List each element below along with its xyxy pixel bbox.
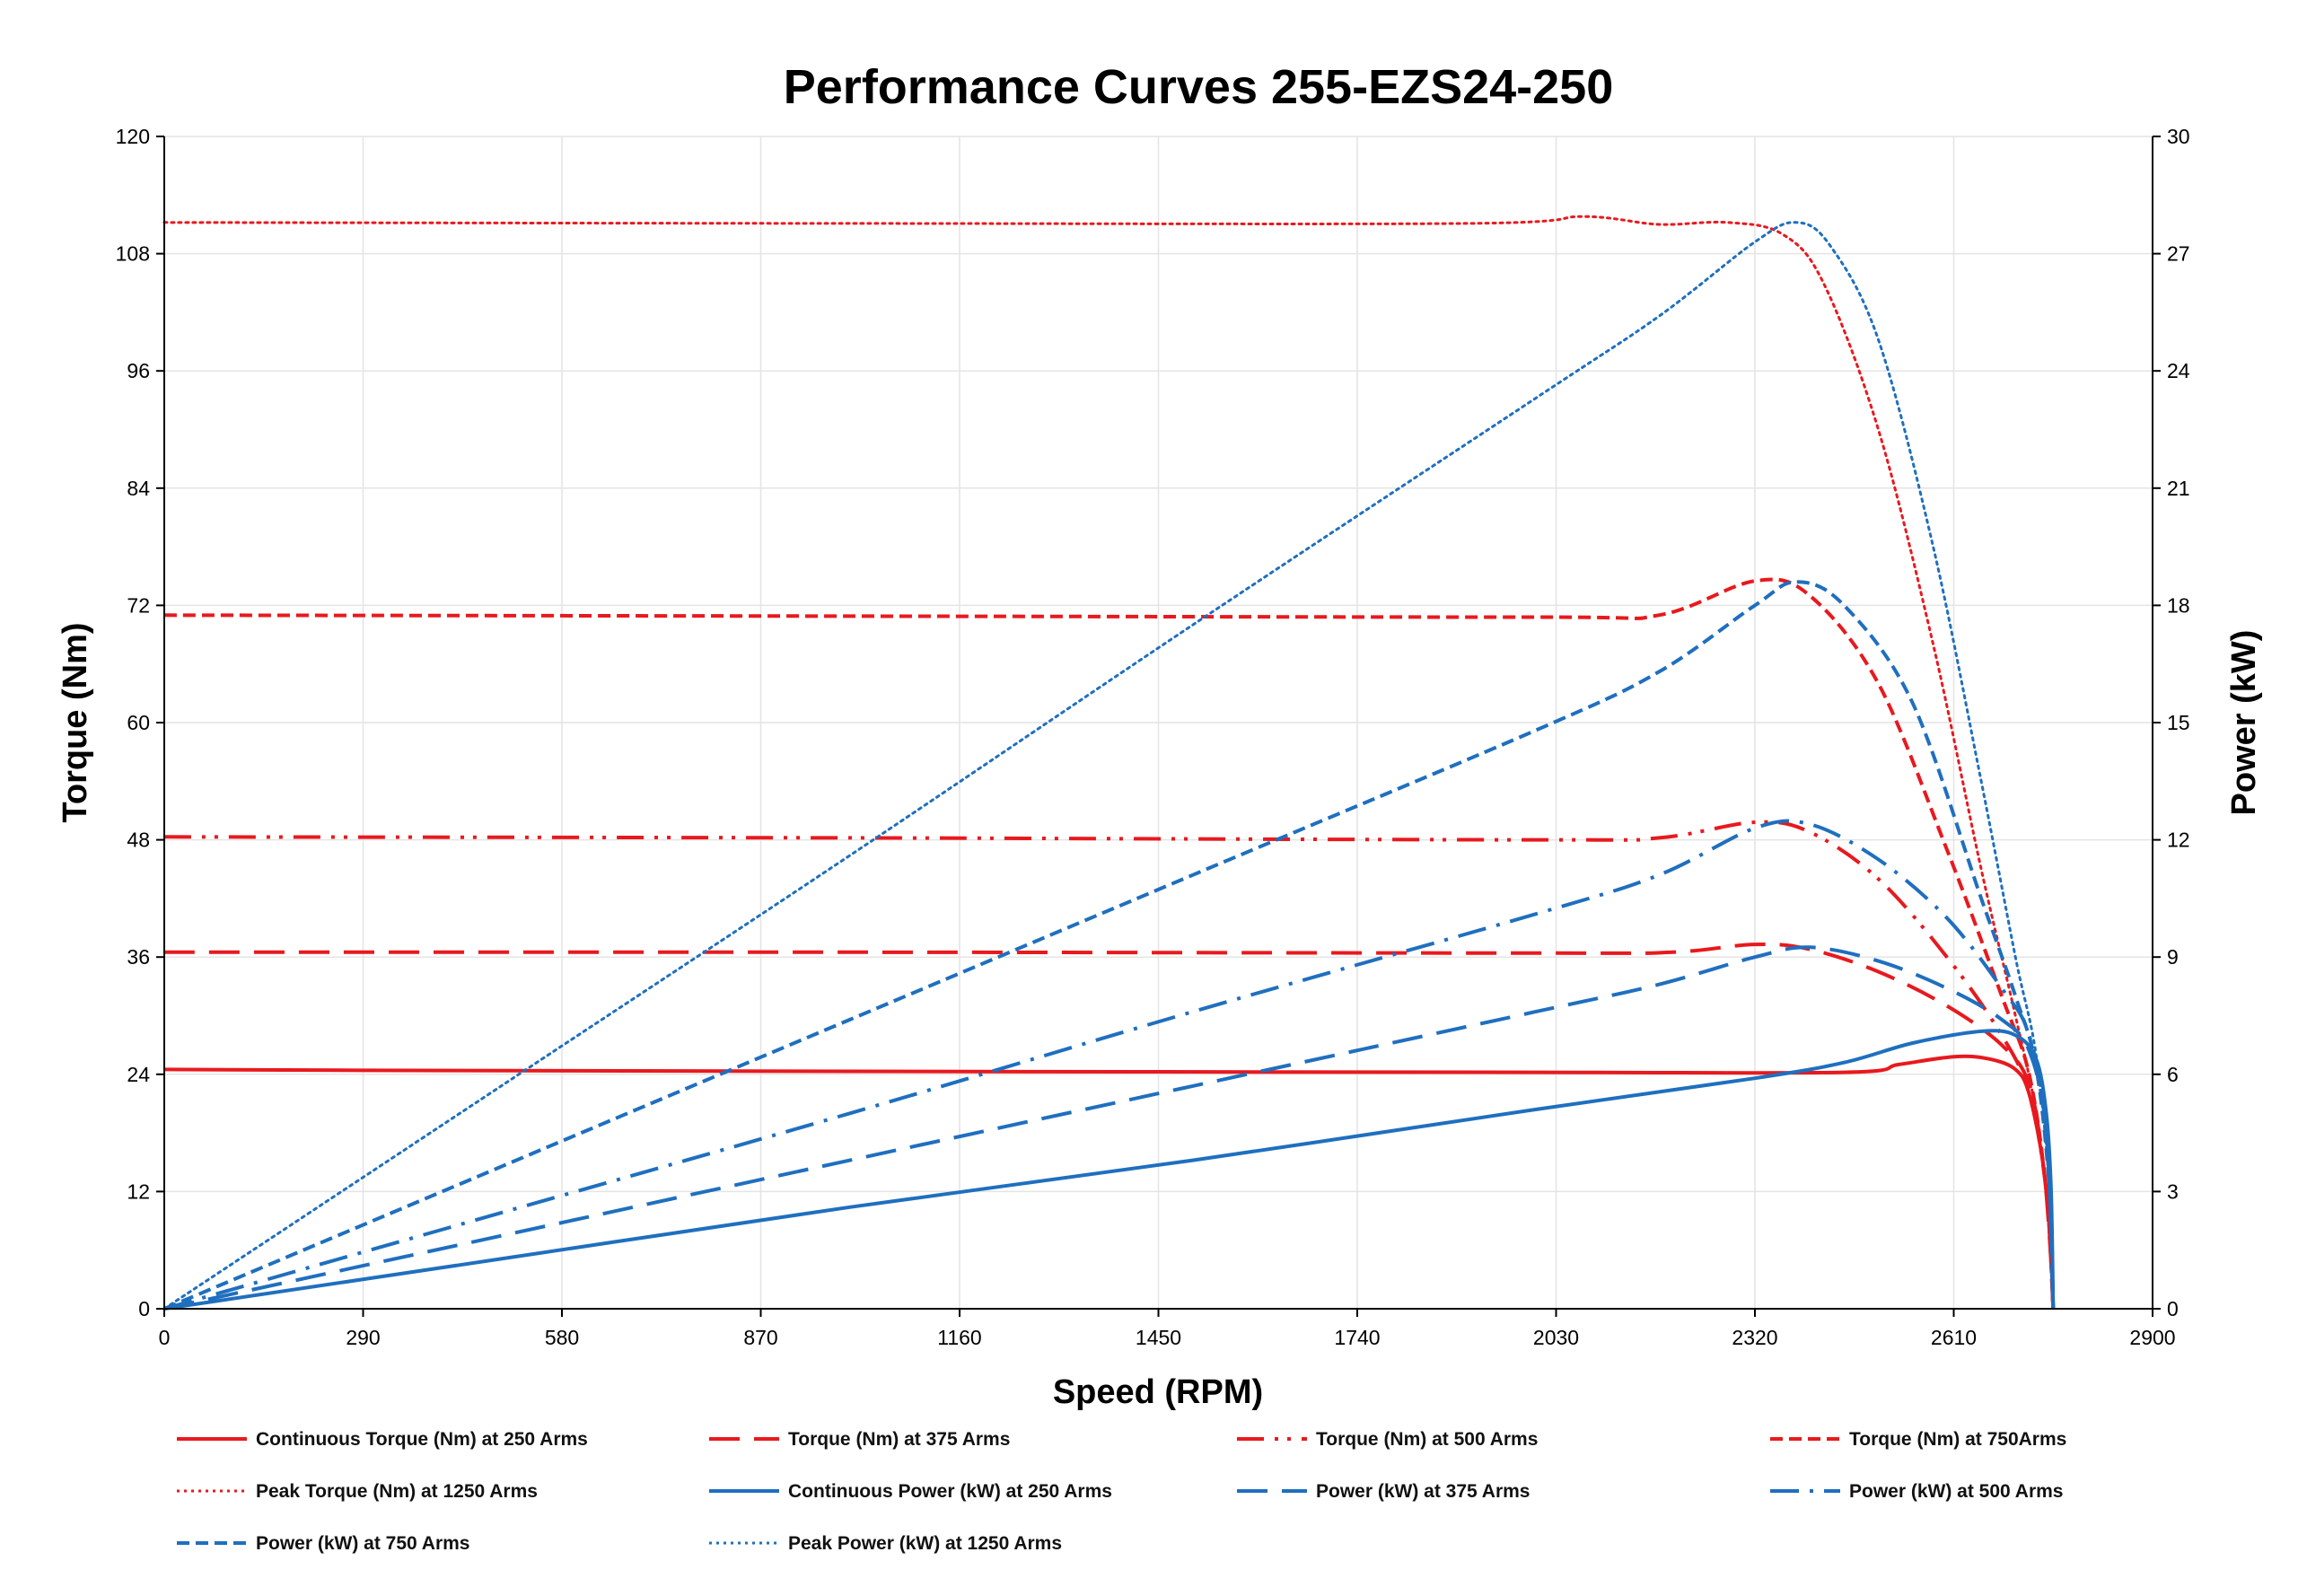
y2-tick-label: 15	[2167, 711, 2190, 734]
y2-tick-label: 3	[2167, 1179, 2179, 1203]
y-axis-title: Torque (Nm)	[57, 622, 94, 822]
y-tick-label: 0	[138, 1297, 150, 1320]
y-tick-label: 120	[116, 125, 150, 148]
y-tick-label: 60	[127, 711, 150, 734]
y2-tick-label: 24	[2167, 359, 2190, 382]
y2-tick-label: 18	[2167, 593, 2190, 617]
y-tick-label: 108	[116, 242, 150, 266]
y2-tick-label: 21	[2167, 477, 2190, 500]
y2-tick-label: 12	[2167, 829, 2190, 852]
legend-label-7: Power (kW) at 375 Arms	[1316, 1481, 1530, 1502]
x-tick-label: 2320	[1732, 1326, 1777, 1349]
y-tick-label: 12	[127, 1179, 150, 1203]
x-tick-label: 0	[159, 1326, 171, 1349]
x-tick-label: 2900	[2129, 1326, 2175, 1349]
legend-label-9: Power (kW) at 750 Arms	[256, 1533, 469, 1554]
legend-label-5: Peak Torque (Nm) at 1250 Arms	[256, 1481, 538, 1502]
y-tick-label: 96	[127, 359, 150, 382]
series-layer	[162, 215, 2056, 1311]
legend-label-1: Continuous Torque (Nm) at 250 Arms	[256, 1429, 588, 1450]
y2-tick-label: 27	[2167, 242, 2190, 266]
legend: Continuous Torque (Nm) at 250 Arms Torque…	[177, 1429, 2066, 1554]
x-tick-label: 2610	[1931, 1326, 1977, 1349]
legend-label-8: Power (kW) at 500 Arms	[1849, 1481, 2063, 1502]
x-tick-label: 580	[545, 1326, 579, 1349]
y2-tick-label: 6	[2167, 1063, 2179, 1086]
x-axis-title: Speed (RPM)	[1053, 1373, 1263, 1411]
y-tick-label: 24	[127, 1063, 150, 1086]
y-tick-label: 36	[127, 945, 150, 969]
x-tick-label: 1160	[937, 1326, 981, 1349]
x-tick-label: 870	[743, 1326, 777, 1349]
legend-label-6: Continuous Power (kW) at 250 Arms	[788, 1481, 1112, 1502]
axes-layer: 0122436486072849610812003691215182124273…	[116, 125, 2190, 1349]
y-tick-label: 72	[127, 593, 150, 617]
x-tick-label: 2030	[1533, 1326, 1579, 1349]
y2-axis-title: Power (kW)	[2225, 630, 2263, 816]
y2-tick-label: 30	[2167, 125, 2190, 148]
y2-tick-label: 0	[2167, 1297, 2179, 1320]
series-line-9	[163, 580, 2056, 1311]
chart-title: Performance Curves 255-EZS24-250	[784, 60, 1614, 114]
y2-tick-label: 9	[2167, 945, 2179, 969]
legend-label-10: Peak Power (kW) at 1250 Arms	[788, 1533, 1062, 1554]
y-tick-label: 48	[127, 829, 150, 852]
y-tick-label: 84	[127, 477, 150, 500]
series-line-5	[162, 215, 2055, 1311]
x-tick-label: 1450	[1136, 1326, 1181, 1349]
legend-label-4: Torque (Nm) at 750Arms	[1849, 1429, 2066, 1450]
legend-label-2: Torque (Nm) at 375 Arms	[788, 1429, 1010, 1450]
x-tick-label: 1740	[1334, 1326, 1380, 1349]
series-line-10	[162, 221, 2055, 1311]
x-tick-label: 290	[346, 1326, 380, 1349]
series-line-3	[163, 820, 2056, 1310]
legend-label-3: Torque (Nm) at 500 Arms	[1316, 1429, 1538, 1450]
series-line-4	[163, 577, 2056, 1310]
series-line-8	[163, 819, 2056, 1311]
